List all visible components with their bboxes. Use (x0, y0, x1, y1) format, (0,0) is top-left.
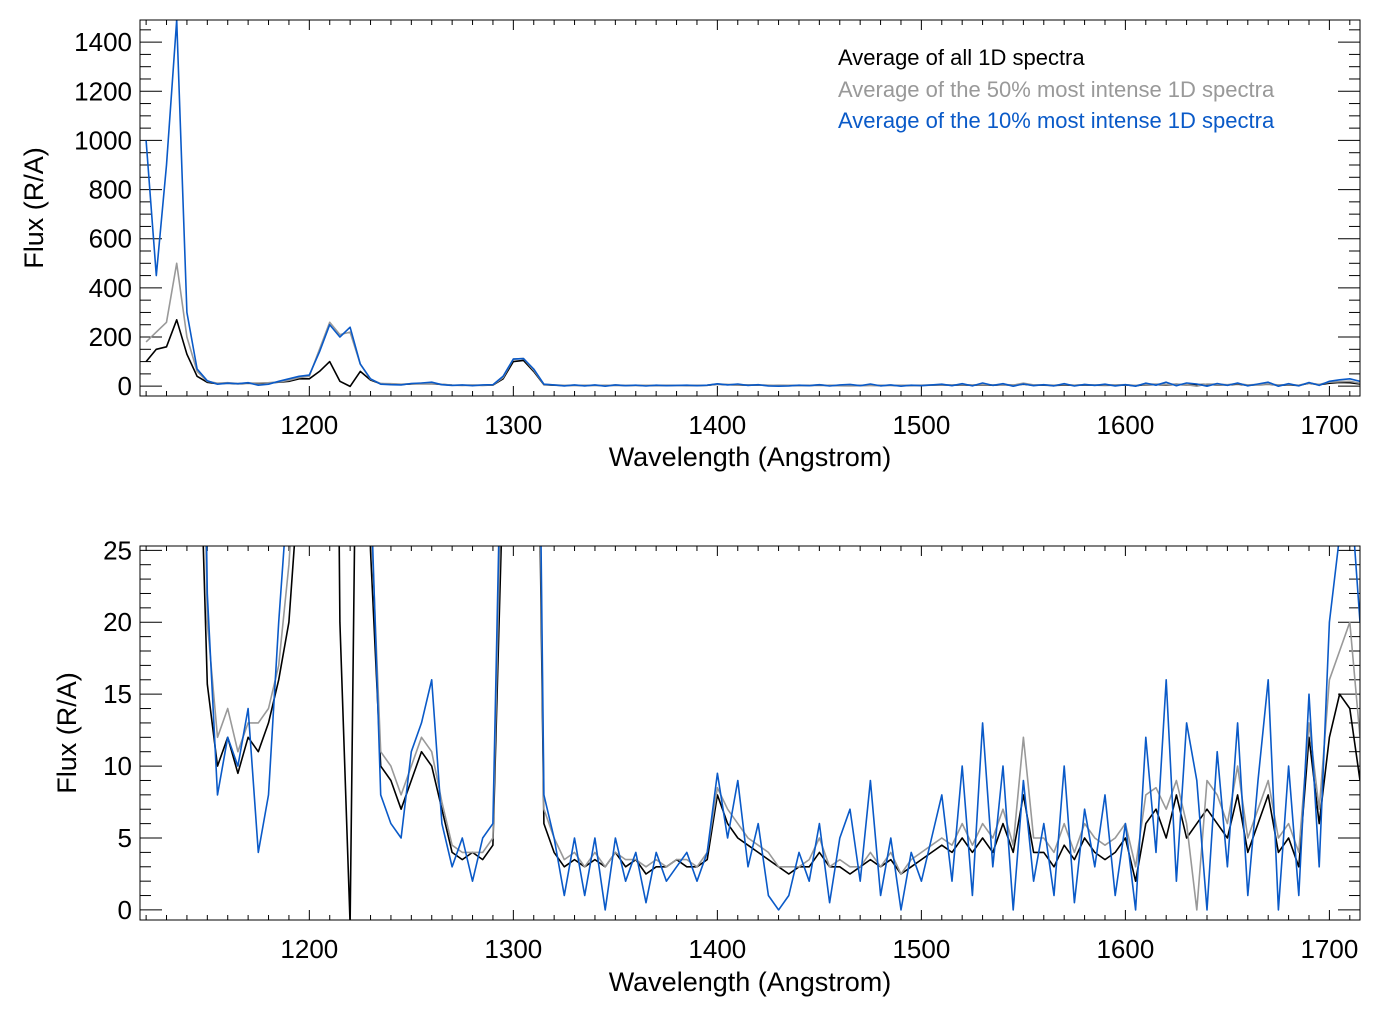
top-y-axis-title: Flux (R/A) (19, 147, 49, 269)
y-tick-label: 200 (89, 322, 132, 352)
bottom-x-axis-title: Wavelength (Angstrom) (609, 967, 892, 997)
x-tick-label: 1600 (1096, 410, 1154, 440)
y-tick-label: 1200 (74, 76, 132, 106)
x-tick-label: 1300 (484, 934, 542, 964)
legend-entry-all: Average of all 1D spectra (838, 45, 1085, 70)
y-tick-label: 1000 (74, 125, 132, 155)
series-50pct-spectra (145, 262, 1360, 388)
x-tick-label: 1700 (1300, 410, 1358, 440)
top-panel-full-range: 1200 1300 1400 1500 1600 1700 0 200 400 600 800 100… (19, 19, 1361, 472)
bottom-panel-series (202, 546, 1360, 920)
y-tick-label: 1400 (74, 27, 132, 57)
legend: Average of all 1D spectra Average of the… (838, 45, 1275, 133)
y-tick-label: 800 (89, 175, 132, 205)
series-10pct-spectra (205, 546, 1360, 911)
bottom-panel-zoomed: 1200 1300 1400 1500 1600 1700 0 5 10 15 20 25 Wavel… (52, 535, 1361, 997)
y-tick-label: 0 (118, 895, 132, 925)
y-tick-label: 600 (89, 224, 132, 254)
top-panel-series (145, 20, 1360, 388)
top-x-axis-title: Wavelength (Angstrom) (609, 442, 892, 472)
y-tick-label: 25 (103, 535, 132, 565)
y-tick-label: 10 (103, 751, 132, 781)
x-tick-label: 1200 (280, 934, 338, 964)
y-tick-label: 400 (89, 273, 132, 303)
bottom-y-axis-title: Flux (R/A) (52, 672, 82, 794)
series-10pct-spectra (145, 20, 1360, 388)
x-tick-label: 1300 (484, 410, 542, 440)
bottom-panel-ticks: 1200 1300 1400 1500 1600 1700 0 5 10 15 20 25 (103, 535, 1360, 964)
x-tick-label: 1200 (280, 410, 338, 440)
top-panel-frame (139, 19, 1361, 397)
y-tick-label: 5 (118, 823, 132, 853)
legend-entry-50pct: Average of the 50% most intense 1D spect… (838, 77, 1275, 102)
x-tick-label: 1700 (1300, 934, 1358, 964)
top-panel-ticks: 1200 1300 1400 1500 1600 1700 0 200 400 600 800 100… (74, 20, 1360, 440)
y-tick-label: 15 (103, 679, 132, 709)
y-tick-label: 20 (103, 607, 132, 637)
x-tick-label: 1600 (1096, 934, 1154, 964)
x-tick-label: 1500 (892, 410, 950, 440)
y-tick-label: 0 (118, 371, 132, 401)
x-tick-label: 1400 (688, 934, 746, 964)
series-50pct-spectra (205, 546, 1360, 911)
x-tick-label: 1500 (892, 934, 950, 964)
x-tick-label: 1400 (688, 410, 746, 440)
bottom-panel-frame (139, 545, 1361, 921)
legend-entry-10pct: Average of the 10% most intense 1D spect… (838, 108, 1275, 133)
